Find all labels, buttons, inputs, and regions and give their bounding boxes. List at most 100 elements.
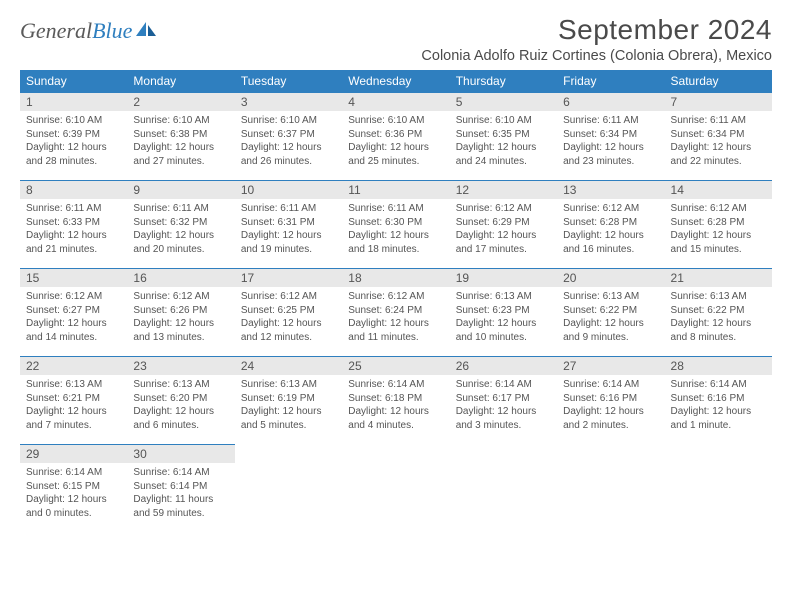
weekday-header: Friday xyxy=(557,70,664,92)
daylight-text-1: Daylight: 12 hours xyxy=(26,317,121,331)
weekday-header: Wednesday xyxy=(342,70,449,92)
title-block: September 2024 Colonia Adolfo Ruiz Corti… xyxy=(421,14,772,64)
sunrise-text: Sunrise: 6:10 AM xyxy=(241,114,336,128)
header: GeneralBlue September 2024 Colonia Adolf… xyxy=(20,14,772,64)
sunrise-text: Sunrise: 6:13 AM xyxy=(241,378,336,392)
day-number: 22 xyxy=(20,356,127,375)
sunrise-text: Sunrise: 6:10 AM xyxy=(456,114,551,128)
sunrise-text: Sunrise: 6:12 AM xyxy=(241,290,336,304)
day-number: 26 xyxy=(450,356,557,375)
calendar-day-cell: 8Sunrise: 6:11 AMSunset: 6:33 PMDaylight… xyxy=(20,180,127,268)
day-details: Sunrise: 6:10 AMSunset: 6:36 PMDaylight:… xyxy=(342,111,449,172)
day-details: Sunrise: 6:14 AMSunset: 6:17 PMDaylight:… xyxy=(450,375,557,436)
daylight-text-2: and 23 minutes. xyxy=(563,155,658,169)
day-details: Sunrise: 6:14 AMSunset: 6:18 PMDaylight:… xyxy=(342,375,449,436)
sunrise-text: Sunrise: 6:13 AM xyxy=(26,378,121,392)
daylight-text-2: and 13 minutes. xyxy=(133,331,228,345)
calendar-day-cell: 10Sunrise: 6:11 AMSunset: 6:31 PMDayligh… xyxy=(235,180,342,268)
daylight-text-1: Daylight: 12 hours xyxy=(348,405,443,419)
sunrise-text: Sunrise: 6:13 AM xyxy=(671,290,766,304)
sunset-text: Sunset: 6:18 PM xyxy=(348,392,443,406)
sunrise-text: Sunrise: 6:13 AM xyxy=(133,378,228,392)
sunrise-text: Sunrise: 6:11 AM xyxy=(241,202,336,216)
daylight-text-2: and 1 minute. xyxy=(671,419,766,433)
month-title: September 2024 xyxy=(421,14,772,46)
day-details: Sunrise: 6:12 AMSunset: 6:28 PMDaylight:… xyxy=(665,199,772,260)
calendar-week-row: 22Sunrise: 6:13 AMSunset: 6:21 PMDayligh… xyxy=(20,356,772,444)
day-number: 12 xyxy=(450,180,557,199)
sunset-text: Sunset: 6:22 PM xyxy=(671,304,766,318)
daylight-text-1: Daylight: 12 hours xyxy=(26,493,121,507)
sunset-text: Sunset: 6:22 PM xyxy=(563,304,658,318)
day-number: 9 xyxy=(127,180,234,199)
daylight-text-2: and 59 minutes. xyxy=(133,507,228,521)
sunrise-text: Sunrise: 6:14 AM xyxy=(26,466,121,480)
sunrise-text: Sunrise: 6:14 AM xyxy=(456,378,551,392)
weekday-header: Sunday xyxy=(20,70,127,92)
daylight-text-2: and 11 minutes. xyxy=(348,331,443,345)
sunrise-text: Sunrise: 6:10 AM xyxy=(133,114,228,128)
sunrise-text: Sunrise: 6:10 AM xyxy=(26,114,121,128)
daylight-text-2: and 4 minutes. xyxy=(348,419,443,433)
daylight-text-2: and 21 minutes. xyxy=(26,243,121,257)
day-number: 28 xyxy=(665,356,772,375)
sunset-text: Sunset: 6:34 PM xyxy=(563,128,658,142)
day-details: Sunrise: 6:13 AMSunset: 6:21 PMDaylight:… xyxy=(20,375,127,436)
sunset-text: Sunset: 6:38 PM xyxy=(133,128,228,142)
daylight-text-1: Daylight: 12 hours xyxy=(671,229,766,243)
weekday-header: Monday xyxy=(127,70,234,92)
day-number: 11 xyxy=(342,180,449,199)
day-details: Sunrise: 6:11 AMSunset: 6:32 PMDaylight:… xyxy=(127,199,234,260)
day-number: 3 xyxy=(235,92,342,111)
day-details: Sunrise: 6:12 AMSunset: 6:24 PMDaylight:… xyxy=(342,287,449,348)
day-details: Sunrise: 6:10 AMSunset: 6:35 PMDaylight:… xyxy=(450,111,557,172)
day-number: 1 xyxy=(20,92,127,111)
day-details: Sunrise: 6:11 AMSunset: 6:34 PMDaylight:… xyxy=(665,111,772,172)
day-number: 29 xyxy=(20,444,127,463)
sunrise-text: Sunrise: 6:14 AM xyxy=(671,378,766,392)
sunset-text: Sunset: 6:16 PM xyxy=(671,392,766,406)
calendar-week-row: 29Sunrise: 6:14 AMSunset: 6:15 PMDayligh… xyxy=(20,444,772,532)
sunset-text: Sunset: 6:33 PM xyxy=(26,216,121,230)
daylight-text-1: Daylight: 12 hours xyxy=(241,141,336,155)
daylight-text-1: Daylight: 12 hours xyxy=(348,317,443,331)
calendar-day-cell: 14Sunrise: 6:12 AMSunset: 6:28 PMDayligh… xyxy=(665,180,772,268)
calendar-day-cell: 5Sunrise: 6:10 AMSunset: 6:35 PMDaylight… xyxy=(450,92,557,180)
sunset-text: Sunset: 6:15 PM xyxy=(26,480,121,494)
calendar-day-cell: 29 Sunrise: 6:14 AMSunset: 6:15 PMDayligh… xyxy=(20,444,127,532)
weekday-header-row: SundayMondayTuesdayWednesdayThursdayFrid… xyxy=(20,70,772,92)
sunrise-text: Sunrise: 6:14 AM xyxy=(563,378,658,392)
calendar-day-cell: 21Sunrise: 6:13 AMSunset: 6:22 PMDayligh… xyxy=(665,268,772,356)
day-details: Sunrise: 6:13 AMSunset: 6:19 PMDaylight:… xyxy=(235,375,342,436)
sunset-text: Sunset: 6:14 PM xyxy=(133,480,228,494)
sunset-text: Sunset: 6:20 PM xyxy=(133,392,228,406)
day-number: 25 xyxy=(342,356,449,375)
sunset-text: Sunset: 6:25 PM xyxy=(241,304,336,318)
day-number: 21 xyxy=(665,268,772,287)
daylight-text-1: Daylight: 12 hours xyxy=(456,141,551,155)
calendar-day-cell: 2Sunrise: 6:10 AMSunset: 6:38 PMDaylight… xyxy=(127,92,234,180)
daylight-text-2: and 6 minutes. xyxy=(133,419,228,433)
sunset-text: Sunset: 6:39 PM xyxy=(26,128,121,142)
day-details: Sunrise: 6:10 AMSunset: 6:37 PMDaylight:… xyxy=(235,111,342,172)
sunset-text: Sunset: 6:21 PM xyxy=(26,392,121,406)
sunset-text: Sunset: 6:37 PM xyxy=(241,128,336,142)
day-number: 23 xyxy=(127,356,234,375)
calendar-day-cell xyxy=(557,444,664,532)
daylight-text-1: Daylight: 12 hours xyxy=(456,317,551,331)
daylight-text-1: Daylight: 11 hours xyxy=(133,493,228,507)
calendar-body: 1Sunrise: 6:10 AMSunset: 6:39 PMDaylight… xyxy=(20,92,772,532)
calendar-day-cell: 22Sunrise: 6:13 AMSunset: 6:21 PMDayligh… xyxy=(20,356,127,444)
day-number: 5 xyxy=(450,92,557,111)
calendar-table: SundayMondayTuesdayWednesdayThursdayFrid… xyxy=(20,70,772,532)
calendar-day-cell: 3Sunrise: 6:10 AMSunset: 6:37 PMDaylight… xyxy=(235,92,342,180)
daylight-text-1: Daylight: 12 hours xyxy=(241,405,336,419)
daylight-text-2: and 8 minutes. xyxy=(671,331,766,345)
sunset-text: Sunset: 6:17 PM xyxy=(456,392,551,406)
day-number: 6 xyxy=(557,92,664,111)
daylight-text-1: Daylight: 12 hours xyxy=(26,141,121,155)
day-details: Sunrise: 6:14 AMSunset: 6:14 PMDaylight:… xyxy=(127,463,234,524)
daylight-text-1: Daylight: 12 hours xyxy=(456,405,551,419)
daylight-text-2: and 17 minutes. xyxy=(456,243,551,257)
calendar-day-cell: 17Sunrise: 6:12 AMSunset: 6:25 PMDayligh… xyxy=(235,268,342,356)
